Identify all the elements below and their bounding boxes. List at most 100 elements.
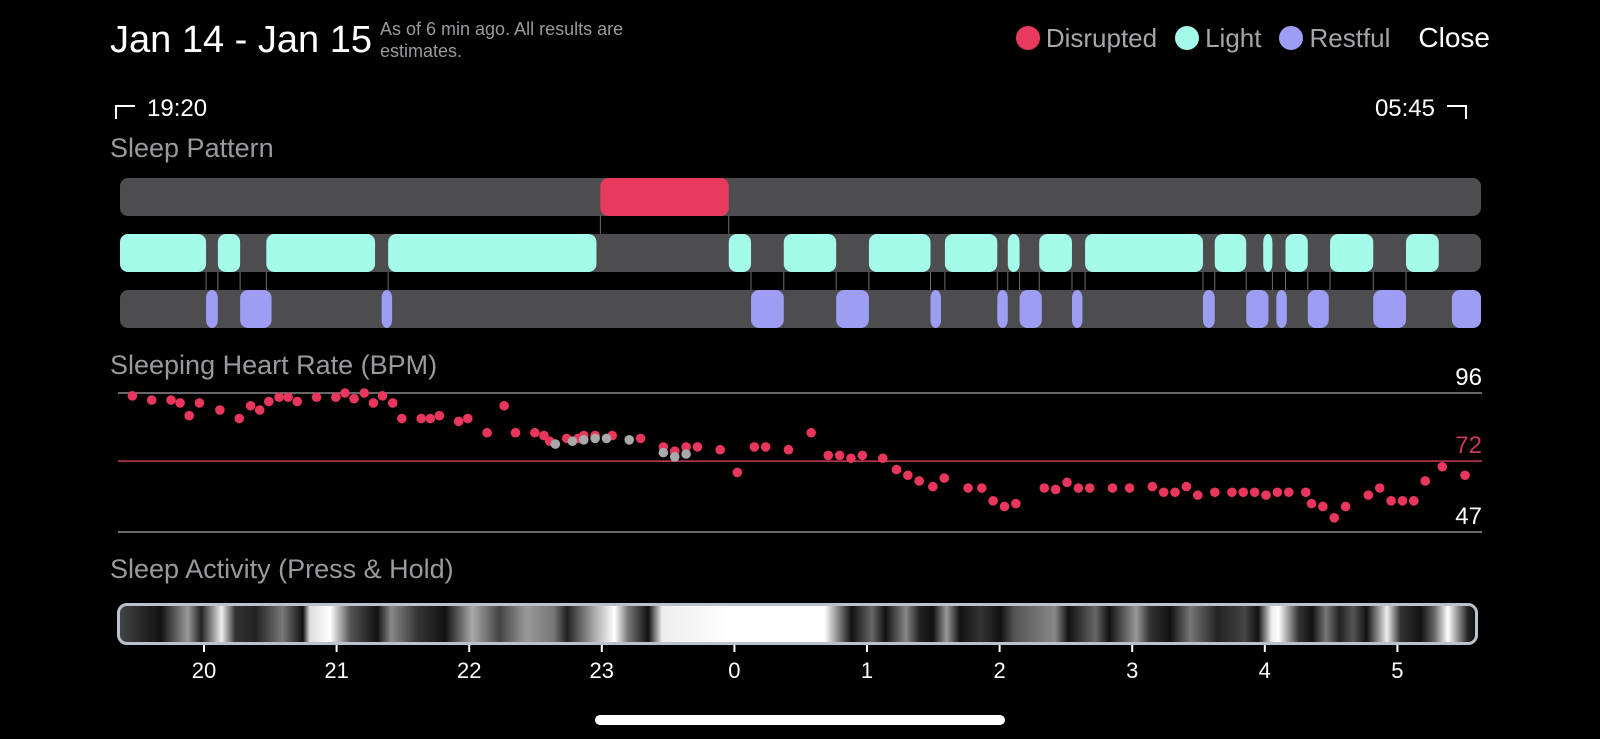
sleep-activity-bar[interactable] [117,603,1478,645]
start-time: 19:20 [147,95,208,122]
bracket-left-icon [115,105,135,119]
restful-track [120,290,1481,328]
hr-point [530,427,540,438]
hr-point-awake [624,435,635,445]
light-segment [266,234,376,272]
legend-disrupted-label: Disrupted [1045,22,1158,53]
end-time: 05:45 [1374,95,1435,122]
light-segment [868,234,931,272]
hr-point [1306,498,1317,509]
close-button[interactable]: Close [1418,22,1490,53]
hr-point [292,396,303,407]
hr-point [377,391,388,401]
axis-tick-label: 3 [1126,658,1138,683]
hr-point [245,400,256,411]
hr-point [453,416,464,427]
axis-tick-label: 2 [993,658,1005,683]
hr-point [834,450,845,461]
hr-point [963,483,973,493]
hr-point [928,481,938,492]
time-axis: 20 21 22 23 0 1 2 3 4 5 [192,645,1404,683]
hr-point [1272,487,1283,498]
hr-point [311,392,322,403]
hr-point [1210,487,1220,498]
hr-point [416,413,426,424]
hr-point [1011,498,1021,509]
hr-avg-label: 72 [1455,432,1482,459]
hr-point [681,442,691,452]
hr-point [1238,487,1249,498]
disrupted-track [120,178,1481,216]
restful-segment [836,290,869,328]
hr-point [499,400,509,411]
hr-point-awake [578,435,589,445]
hr-point [234,413,245,424]
light-segment [944,234,998,272]
hr-point [976,483,987,493]
hr-point [1227,487,1237,498]
restful-segment [1307,290,1329,328]
sleep-pattern-chart[interactable] [0,170,1600,340]
restful-segment [1019,290,1042,328]
hr-point [635,433,646,444]
hr-point [692,442,703,452]
hr-point [194,398,205,408]
hr-point-awake [601,433,612,444]
hr-point [331,392,341,403]
hr-point [263,396,274,407]
bracket-right-icon [1447,105,1467,119]
hr-point [783,444,794,455]
hr-point [1181,481,1192,492]
page-title: Jan 14 - Jan 15 [110,19,372,61]
heart-rate-label: Sleeping Heart Rate (BPM) [110,350,438,380]
range-start[interactable]: 19:20 [115,95,207,123]
hr-point [1397,495,1408,506]
light-segment [1039,234,1072,272]
axis-tick-label: 4 [1259,658,1271,683]
restful-segment [1451,290,1481,328]
restful-segment [381,290,393,328]
hr-point [283,392,293,403]
hr-point [1192,490,1203,500]
hr-point [254,405,265,415]
hr-point [1249,487,1260,498]
light-segment [1285,234,1308,272]
home-indicator[interactable] [595,715,1005,725]
hr-point [166,395,176,405]
hr-point [1301,487,1311,498]
light-segment [217,234,241,272]
restful-segment [751,290,784,328]
hr-point [274,392,284,403]
hr-point [749,442,760,452]
hr-point [891,464,902,475]
hr-point [999,501,1010,512]
range-end[interactable]: 05:45 [1375,95,1467,123]
sleep-pattern-label: Sleep Pattern [110,133,274,163]
hr-point [857,450,868,461]
heart-rate-chart[interactable]: 96 72 47 [0,365,1600,555]
hr-point [146,395,157,405]
hr-point [175,398,185,408]
hr-point [349,393,359,404]
hr-point [340,388,350,398]
axis-tick-label: 21 [324,658,348,683]
legend-light: Light [1175,23,1261,54]
hr-point-awake [658,447,669,458]
legend-restful: Restful [1279,23,1390,54]
hr-point [1050,484,1061,495]
light-segment [1330,234,1374,272]
hr-point [806,427,816,438]
light-segment [1007,234,1020,272]
restful-segment [206,290,218,328]
light-segment [1214,234,1247,272]
hr-point [1409,495,1419,506]
hr-point [1084,483,1095,493]
hr-point [1460,470,1470,481]
hr-point [482,427,492,438]
hr-point [823,450,834,461]
restful-segment [930,290,941,328]
hr-point-awake [681,449,691,459]
hr-point [387,398,398,408]
hr-point [1420,476,1431,486]
light-segment [1263,234,1273,272]
